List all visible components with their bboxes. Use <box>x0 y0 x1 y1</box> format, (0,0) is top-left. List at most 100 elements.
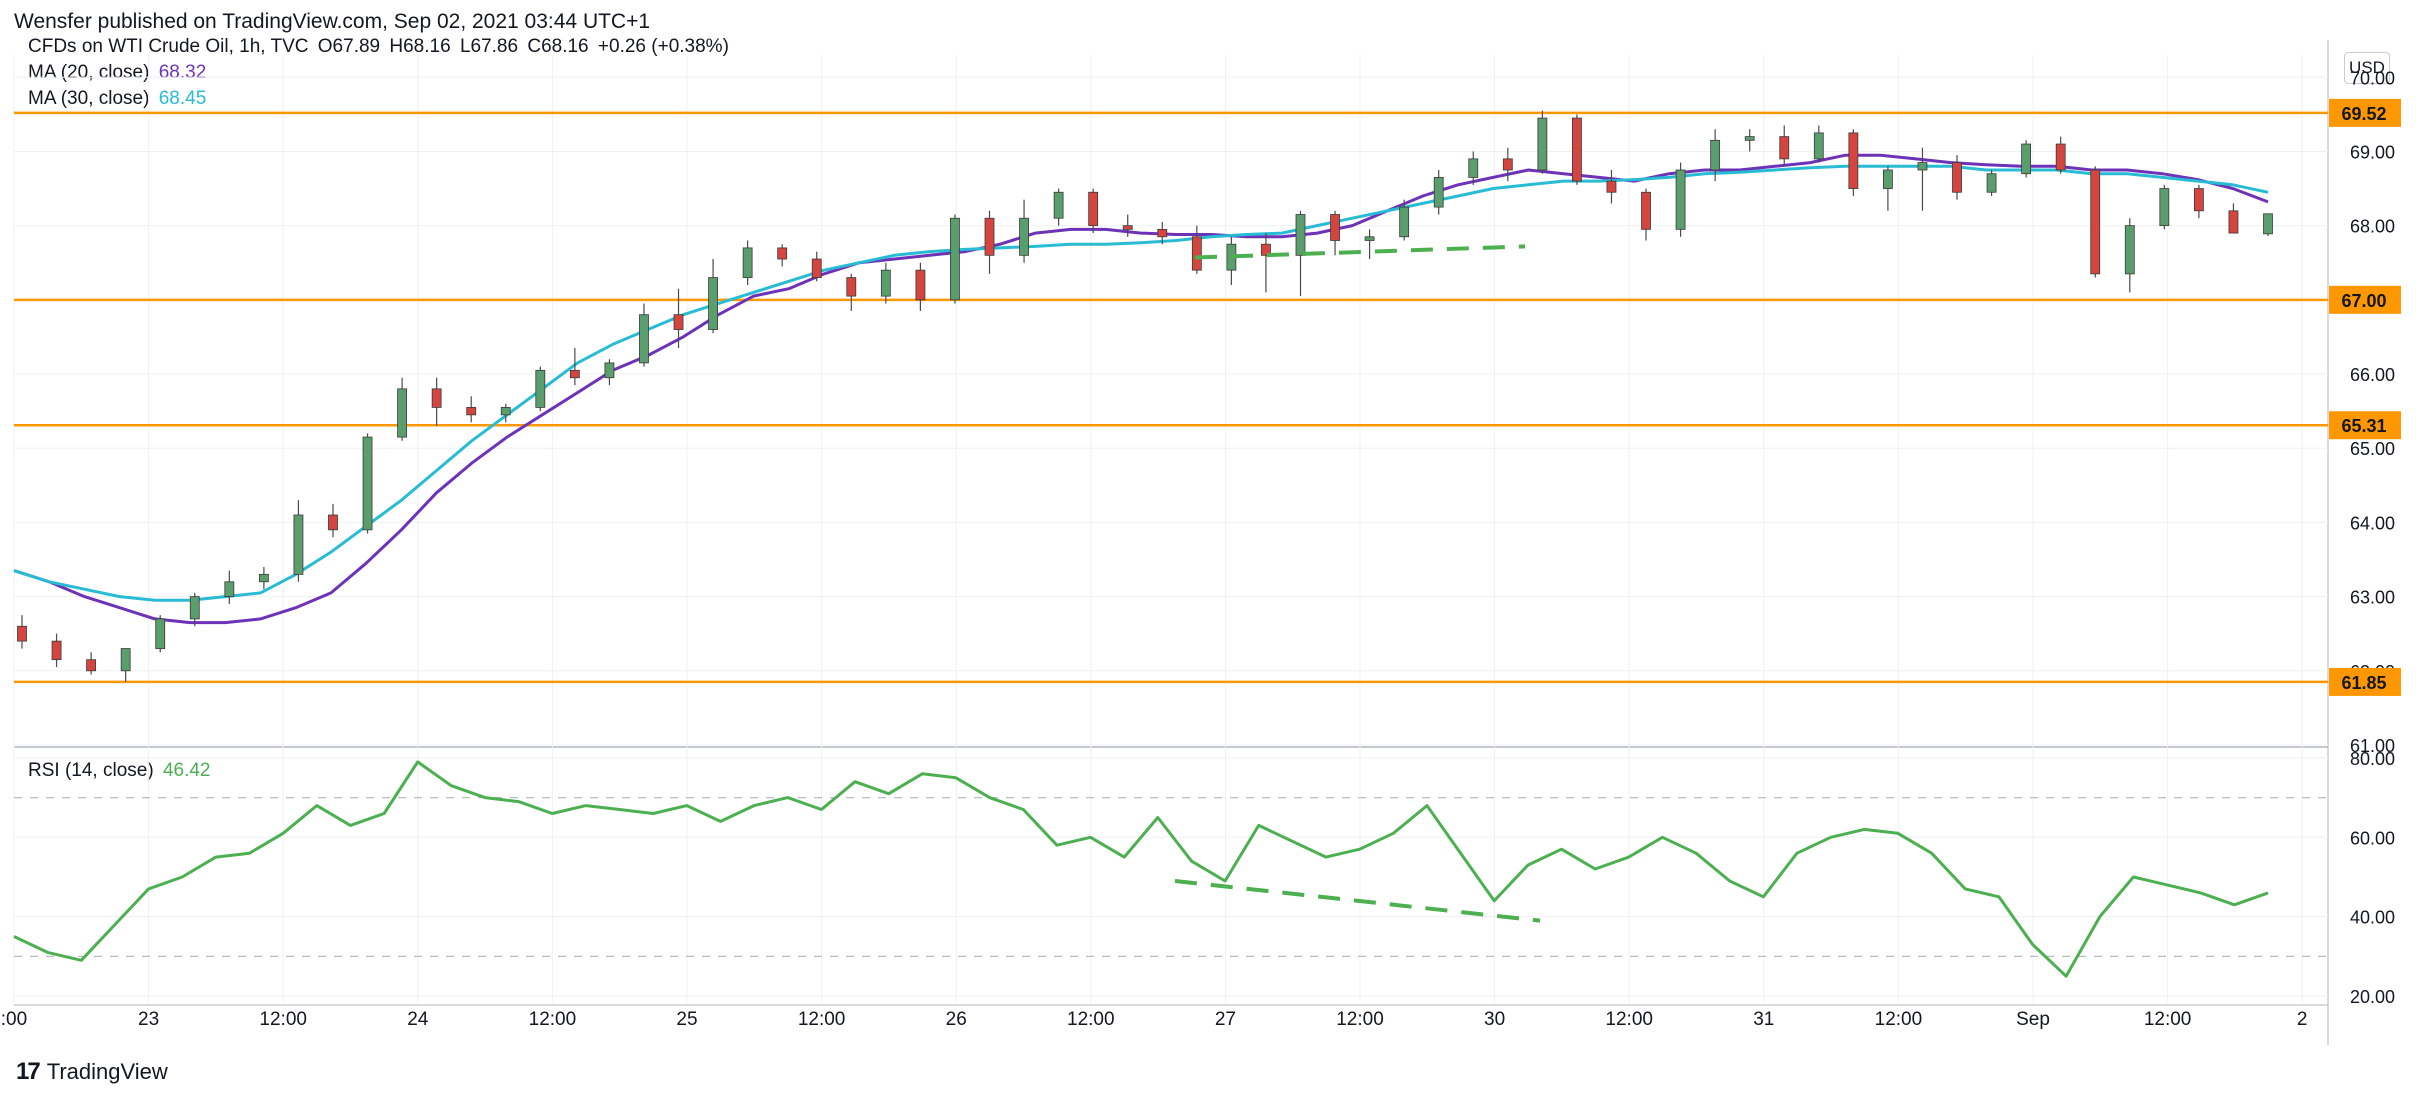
rsi-divergence-line <box>1174 878 1541 923</box>
candle-down <box>811 258 822 278</box>
ma30-label: MA (30, close) <box>28 88 150 109</box>
rsi-tick-label: 80.00 <box>2350 749 2395 769</box>
close-value: C68.16 <box>527 36 589 57</box>
x-tick-label: Sep <box>2016 1009 2050 1030</box>
x-tick-label: 30 <box>1484 1009 1505 1030</box>
candle-up <box>1433 177 1444 208</box>
candle-up <box>1710 139 1721 171</box>
price-tick-label: 66.00 <box>2350 365 2395 385</box>
candle-down <box>1779 136 1790 160</box>
candle-up <box>1675 169 1686 230</box>
candle-up <box>1053 191 1064 219</box>
candle-up <box>1744 136 1755 141</box>
candle-up <box>155 618 166 649</box>
ma30-legend[interactable]: MA (30, close) 68.45 <box>28 88 206 110</box>
candle-up <box>1883 169 1893 189</box>
candle-down <box>2090 169 2101 275</box>
x-tick-label: 23 <box>138 1009 159 1030</box>
tradingview-brand[interactable]: 17 TradingView <box>16 1058 168 1086</box>
rsi-tick-label: 20.00 <box>2350 987 2395 1007</box>
candle-up <box>1364 236 1375 241</box>
open-value: O67.89 <box>317 36 381 57</box>
candle-up <box>1537 117 1548 171</box>
candle-up <box>1468 158 1479 178</box>
rsi-tick-label: 40.00 <box>2350 908 2395 928</box>
ma20-line <box>13 153 2269 625</box>
price-chart-svg[interactable]: :00 23 12:00 24 12:00 25 12:00 26 12:00 27 12:00 30… <box>0 0 2425 1050</box>
candle-down <box>86 659 97 672</box>
candle-up <box>2124 225 2135 275</box>
x-tick-label: 31 <box>1753 1009 1774 1030</box>
candle-down <box>915 269 926 301</box>
candle-up <box>1019 217 1029 256</box>
x-tick-label: 12:00 <box>2144 1009 2192 1030</box>
currency-button[interactable]: USD <box>2344 52 2390 84</box>
candle-up <box>120 648 131 672</box>
candle-up <box>535 369 546 408</box>
price-tick-label: 70.00 <box>2350 68 2395 88</box>
candle-up <box>224 581 235 598</box>
candle-down <box>777 247 788 260</box>
candle-up <box>2021 143 2032 175</box>
candle-down <box>1191 236 1202 271</box>
tradingview-logo-icon: 17 <box>16 1058 41 1085</box>
x-tick-label: 25 <box>676 1009 697 1030</box>
ma30-line <box>13 164 2269 602</box>
candle-down <box>1952 162 1962 193</box>
x-tick-label: 26 <box>946 1009 967 1030</box>
candle-down <box>1330 214 1340 241</box>
x-tick-label: 12:00 <box>529 1009 577 1030</box>
x-tick-label: 12:00 <box>1336 1009 1384 1030</box>
candle-down <box>1606 180 1617 193</box>
publisher-line: Wensfer published on TradingView.com, Se… <box>14 10 651 33</box>
high-value: H68.16 <box>389 36 451 57</box>
candle-down <box>1572 117 1582 182</box>
rsi-line <box>13 760 2269 978</box>
candle-down <box>846 277 857 297</box>
candle-down <box>1088 191 1099 227</box>
low-value: L67.86 <box>459 36 519 57</box>
price-tick-label: 69.00 <box>2350 142 2395 162</box>
candle-down <box>51 640 62 661</box>
candle-up <box>950 217 960 301</box>
level-price-tag <box>2329 411 2401 440</box>
level-price-label: 61.85 <box>2341 673 2386 693</box>
brand-name: TradingView <box>46 1059 168 1084</box>
candle-up <box>362 436 373 531</box>
candle-up <box>189 596 200 620</box>
candle-up <box>293 514 304 575</box>
candle-up <box>397 388 407 438</box>
rsi-value: 46.42 <box>162 760 211 781</box>
x-tick-label: 12:00 <box>1605 1009 1653 1030</box>
candle-down <box>1848 132 1859 189</box>
symbol-legend[interactable]: CFDs on WTI Crude Oil, 1h, TVC O67.89 H6… <box>28 36 729 58</box>
candle-up <box>2263 213 2273 235</box>
ma30-value: 68.45 <box>158 88 207 109</box>
price-tick-label: 65.00 <box>2350 439 2395 459</box>
candle-down <box>984 217 995 256</box>
candle-up <box>1295 214 1306 256</box>
candle-down <box>328 514 338 531</box>
candle-up <box>2159 188 2170 227</box>
candle-down <box>17 625 27 642</box>
candle-up <box>880 269 891 297</box>
price-tick-label: 61.00 <box>2350 736 2395 756</box>
candle-down <box>2193 188 2204 212</box>
candle-up <box>1399 206 1410 238</box>
x-tick-label: 27 <box>1215 1009 1236 1030</box>
candle-up <box>604 362 615 379</box>
level-price-tag <box>2329 285 2401 314</box>
rsi-tick-label: 60.00 <box>2350 828 2395 848</box>
level-price-label: 67.00 <box>2341 291 2386 311</box>
candle-down <box>431 388 442 408</box>
rsi-legend[interactable]: RSI (14, close) 46.42 <box>28 760 210 782</box>
x-tick-label: :00 <box>1 1009 27 1030</box>
candle-down <box>466 407 477 416</box>
candle-up <box>1813 132 1824 160</box>
change-value: +0.26 (+0.38%) <box>597 36 729 57</box>
candle-down <box>2055 143 2066 171</box>
price-tick-label: 64.00 <box>2350 513 2395 533</box>
price-tick-label: 63.00 <box>2350 588 2395 608</box>
candle-down <box>1641 191 1651 230</box>
